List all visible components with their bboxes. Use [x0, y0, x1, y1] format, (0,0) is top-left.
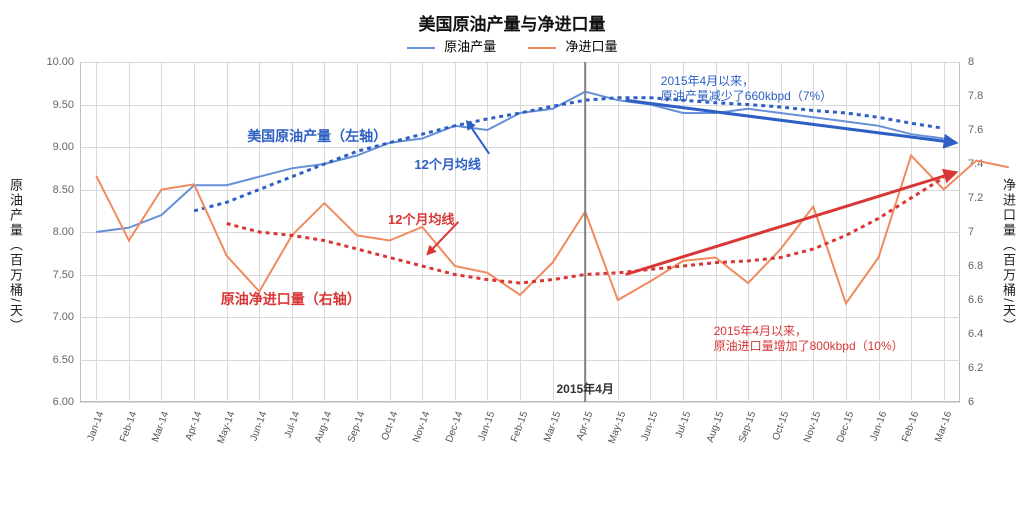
- x-tick: Jan-16: [868, 410, 889, 442]
- y-tick-left: 7.00: [42, 311, 74, 323]
- x-tick: Nov-15: [802, 410, 823, 444]
- series-12个月均线(产量): [194, 98, 944, 211]
- trend-arrow: [626, 173, 956, 275]
- x-tick: Jul-14: [283, 410, 303, 439]
- x-tick: Feb-15: [509, 410, 530, 444]
- legend-swatch-production: [407, 47, 435, 49]
- x-tick: Jun-15: [640, 410, 661, 442]
- x-tick: Apr-15: [575, 410, 596, 442]
- legend-swatch-imports: [528, 47, 556, 49]
- x-tick: Aug-15: [705, 410, 726, 444]
- x-tick: Sep-15: [737, 410, 758, 444]
- y-axis-label-left: 原油产量（百万桶/天）: [6, 178, 25, 334]
- gridline-horizontal: [80, 402, 960, 403]
- y-tick-left: 6.50: [42, 354, 74, 366]
- legend-item-production: 原油产量: [407, 36, 497, 55]
- y-tick-left: 10.00: [42, 56, 74, 68]
- x-tick: Dec-15: [835, 410, 856, 444]
- y-tick-right: 7.6: [968, 124, 983, 136]
- annotation-ann_prod_left: 美国原油产量（左轴）: [247, 127, 387, 145]
- x-tick: Jan-14: [86, 410, 107, 442]
- y-tick-right: 6: [968, 396, 974, 408]
- x-tick: Oct-15: [770, 410, 791, 442]
- y-tick-right: 6.4: [968, 328, 983, 340]
- y-tick-left: 8.00: [42, 226, 74, 238]
- annotation-ann_imp_ma: 12个月均线: [388, 212, 454, 229]
- y-tick-right: 6.2: [968, 362, 983, 374]
- x-tick: May-14: [215, 410, 237, 445]
- event-label: 2015年4月: [556, 380, 613, 397]
- x-tick: Feb-16: [900, 410, 921, 444]
- annotation-ann_imp_right: 原油净进口量（右轴）: [221, 290, 361, 308]
- legend-label-production: 原油产量: [444, 39, 496, 54]
- x-tick: Aug-14: [313, 410, 334, 444]
- series-原油产量: [96, 92, 943, 232]
- y-tick-right: 7.4: [968, 158, 983, 170]
- y-tick-right: 6.8: [968, 260, 983, 272]
- x-tick: Jan-15: [477, 410, 498, 442]
- y-tick-right: 8: [968, 56, 974, 68]
- x-tick: Mar-16: [933, 410, 954, 444]
- chart-legend: 原油产量 净进口量: [0, 36, 1024, 55]
- annotation-ann_prod_ma: 12个月均线: [414, 157, 480, 174]
- annotation-ann_since_prod: 2015年4月以来，原油产量减少了660kbpd（7%）: [661, 74, 832, 105]
- annotation-ann_since_imp: 2015年4月以来，原油进口量增加了800kbpd（10%）: [714, 324, 904, 355]
- series-净进口量: [96, 156, 1009, 304]
- y-tick-left: 6.00: [42, 396, 74, 408]
- x-tick: May-15: [606, 410, 628, 445]
- y-tick-left: 9.00: [42, 141, 74, 153]
- y-tick-right: 6.6: [968, 294, 983, 306]
- x-tick: Mar-14: [151, 410, 172, 444]
- plot-area: 6.006.507.007.508.008.509.009.5010.0066.…: [80, 62, 960, 452]
- y-tick-left: 7.50: [42, 269, 74, 281]
- y-tick-left: 8.50: [42, 184, 74, 196]
- x-tick: Apr-14: [184, 410, 205, 442]
- x-tick: Jul-15: [674, 410, 694, 439]
- x-tick: Oct-14: [379, 410, 400, 442]
- y-tick-right: 7.2: [968, 192, 983, 204]
- x-tick: Mar-15: [542, 410, 563, 444]
- chart-title: 美国原油产量与净进口量: [0, 10, 1024, 35]
- chart-container: 美国原油产量与净进口量 原油产量 净进口量 原油产量（百万桶/天） 净进口量（百…: [0, 0, 1024, 512]
- legend-label-imports: 净进口量: [565, 39, 617, 54]
- x-tick: Feb-14: [118, 410, 139, 444]
- y-tick-right: 7.8: [968, 90, 983, 102]
- y-tick-right: 7: [968, 226, 974, 238]
- x-tick: Dec-14: [444, 410, 465, 444]
- x-tick: Nov-14: [411, 410, 432, 444]
- legend-item-imports: 净进口量: [528, 36, 618, 55]
- x-tick: Sep-14: [346, 410, 367, 444]
- y-axis-label-right: 净进口量（百万桶/天）: [999, 178, 1018, 334]
- y-tick-left: 9.50: [42, 99, 74, 111]
- annotation-arrow: [467, 122, 489, 154]
- x-tick: Jun-14: [249, 410, 270, 442]
